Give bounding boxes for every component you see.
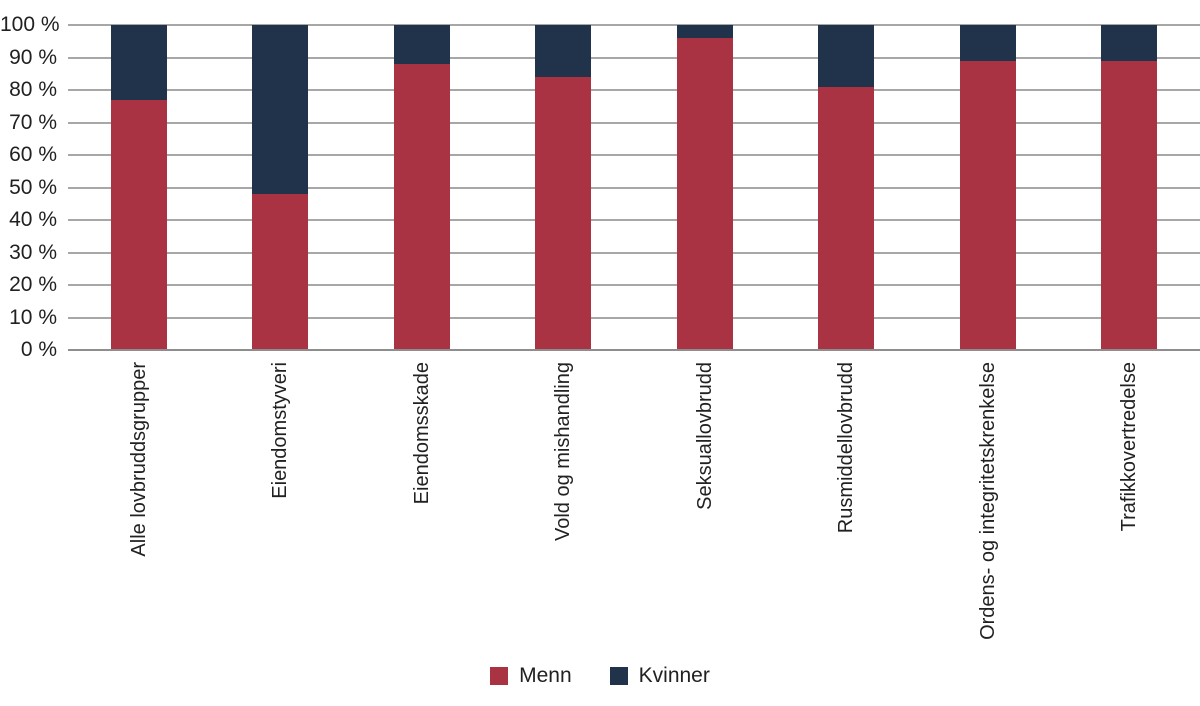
gridline-20 <box>68 284 1200 286</box>
x-axis-baseline <box>68 349 1200 351</box>
y-axis-tick-label-90: 90 % <box>9 45 57 69</box>
bar-segment-menn-alle-lovbruddsgrupper <box>110 99 167 350</box>
bar-segment-menn-eiendomstyveri <box>252 194 309 350</box>
bar-segment-kvinner-vold-og-mishandling <box>535 25 592 77</box>
y-axis-tick-label-20: 20 % <box>9 273 57 296</box>
gridline-100 <box>68 24 1200 26</box>
legend-label-kvinner: Kvinner <box>638 664 710 687</box>
gridline-10 <box>68 316 1200 319</box>
gridline-40 <box>68 219 1200 221</box>
x-axis-category-label-eiendomsskade: Eiendomsskade <box>410 362 433 505</box>
bar-segment-menn-rusmiddellovbrudd <box>818 86 875 350</box>
y-axis-tick-label-70: 70 % <box>9 110 57 134</box>
bar-segment-kvinner-alle-lovbruddsgrupper <box>110 25 167 100</box>
x-axis-category-label-vold-og-mishandling: Vold og mishandling <box>552 362 575 542</box>
bar-rusmiddellovbrudd <box>818 25 875 350</box>
y-axis-tick-label-100: 100 % <box>0 13 60 36</box>
bar-segment-kvinner-eiendomstyveri <box>252 25 309 194</box>
gridline-60 <box>68 154 1200 156</box>
bar-ordens-og-integritetskrenkelse <box>959 25 1016 350</box>
x-axis-category-label-ordens-og-integritetskrenkelse: Ordens- og integritetskrenkelse <box>976 362 999 640</box>
x-axis-category-label-seksuallovbrudd: Seksuallovbrudd <box>693 362 716 510</box>
y-axis-tick-label-50: 50 % <box>9 175 57 199</box>
legend-swatch-kvinner <box>609 667 628 685</box>
bar-segment-menn-vold-og-mishandling <box>535 77 592 350</box>
legend-swatch-menn <box>490 667 509 685</box>
bar-segment-menn-ordens-og-integritetskrenkelse <box>959 60 1016 350</box>
y-axis-tick-label-0: 0 % <box>20 338 57 361</box>
x-axis-category-label-alle-lovbruddsgrupper: Alle lovbruddsgrupper <box>127 362 150 557</box>
bar-seksuallovbrudd <box>676 25 733 350</box>
bar-segment-menn-eiendomsskade <box>393 64 450 350</box>
bar-segment-kvinner-seksuallovbrudd <box>676 25 733 38</box>
bar-segment-menn-seksuallovbrudd <box>676 38 733 350</box>
gridline-50 <box>68 186 1200 189</box>
y-axis-tick-label-40: 40 % <box>9 208 57 231</box>
bar-eiendomstyveri <box>252 25 309 350</box>
y-axis-tick-label-30: 30 % <box>9 240 57 264</box>
legend: Menn Kvinner <box>0 664 1200 688</box>
bar-eiendomsskade <box>393 25 450 350</box>
bar-segment-kvinner-trafikkovertredelse <box>1101 25 1158 61</box>
legend-label-menn: Menn <box>519 664 572 687</box>
gridline-30 <box>68 251 1200 254</box>
y-axis-tick-label-80: 80 % <box>9 78 57 101</box>
plot-area <box>68 24 1200 351</box>
y-axis-tick-label-60: 60 % <box>9 143 57 166</box>
bar-vold-og-mishandling <box>535 25 592 350</box>
x-axis-category-label-rusmiddellovbrudd: Rusmiddellovbrudd <box>835 362 858 534</box>
bar-segment-kvinner-rusmiddellovbrudd <box>818 25 875 87</box>
gridline-70 <box>68 121 1200 124</box>
gridline-90 <box>68 56 1200 59</box>
bar-segment-kvinner-eiendomsskade <box>393 25 450 64</box>
x-axis-category-label-trafikkovertredelse: Trafikkovertredelse <box>1118 362 1141 532</box>
gridline-80 <box>68 89 1200 91</box>
legend-item-kvinner: Kvinner <box>609 664 710 688</box>
y-axis-tick-label-10: 10 % <box>9 305 57 329</box>
legend-item-menn: Menn <box>490 664 572 688</box>
bar-alle-lovbruddsgrupper <box>110 25 167 350</box>
bar-segment-menn-trafikkovertredelse <box>1101 60 1158 350</box>
bar-segment-kvinner-ordens-og-integritetskrenkelse <box>959 25 1016 61</box>
bar-trafikkovertredelse <box>1101 25 1158 350</box>
x-axis-category-label-eiendomstyveri: Eiendomstyveri <box>269 362 292 499</box>
